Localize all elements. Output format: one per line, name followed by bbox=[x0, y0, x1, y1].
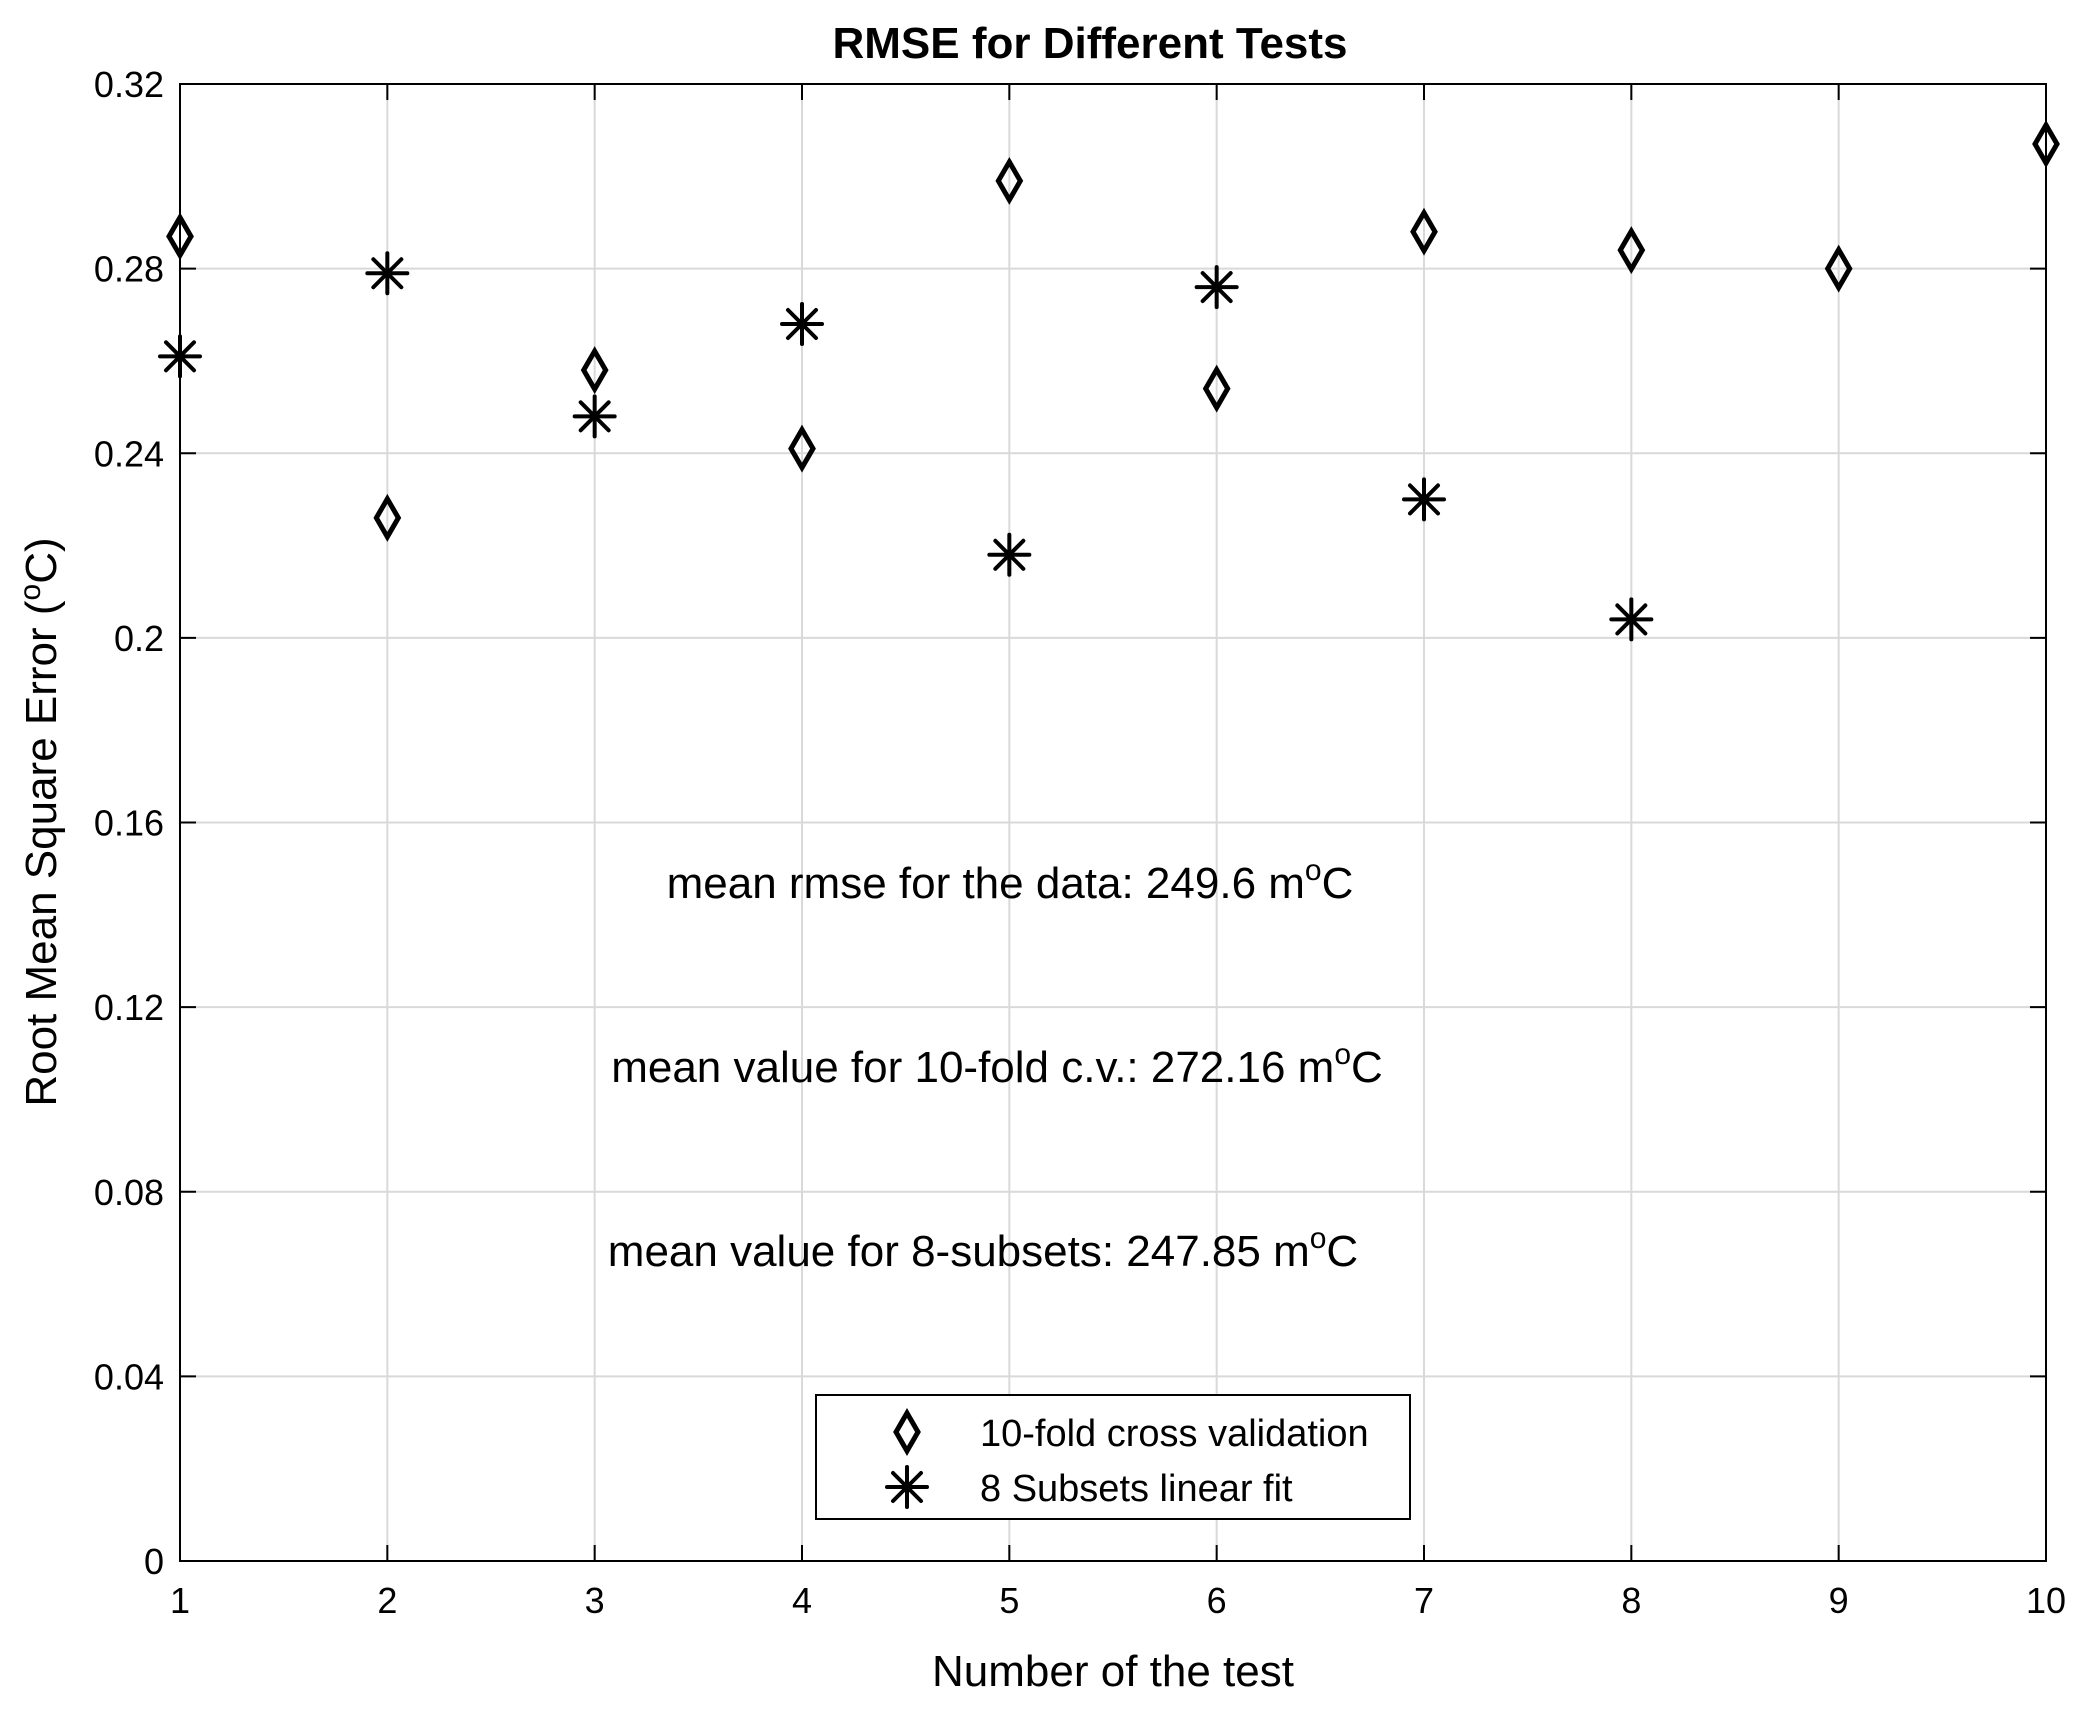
legend-marker-asterisk bbox=[885, 1465, 929, 1509]
y-tick-label: 0.28 bbox=[94, 249, 164, 290]
y-axis-label-degree: o bbox=[14, 584, 47, 601]
annotation-mean-8subsets-degree: o bbox=[1310, 1222, 1327, 1255]
x-tick-label: 7 bbox=[1414, 1580, 1434, 1621]
diamond-marker-test-3 bbox=[580, 346, 609, 395]
y-axis-label-unit: C) bbox=[17, 537, 66, 583]
x-axis-label: Number of the test bbox=[932, 1647, 1294, 1696]
x-tick-label: 10 bbox=[2026, 1580, 2066, 1621]
asterisk-marker-test-1 bbox=[158, 334, 202, 379]
y-tick-label: 0.04 bbox=[94, 1356, 164, 1397]
annotation-mean-rmse: mean rmse for the data: 249.6 moC bbox=[667, 854, 1354, 908]
asterisk-marker-test-6 bbox=[1194, 265, 1239, 310]
legend-label-8subsets: 8 Subsets linear fit bbox=[980, 1468, 1293, 1510]
annotation-mean-rmse-text: mean rmse for the data: 249.6 m bbox=[667, 859, 1305, 908]
y-tick-label: 0.12 bbox=[94, 987, 164, 1028]
asterisk-marker-test-2 bbox=[365, 251, 410, 296]
annotation-mean-rmse-unit: C bbox=[1322, 859, 1354, 908]
y-tick-label: 0.08 bbox=[94, 1172, 164, 1213]
diamond-marker-test-4 bbox=[788, 424, 816, 473]
annotation-mean-rmse-degree: o bbox=[1305, 854, 1322, 887]
diamond-marker-test-10 bbox=[2032, 120, 2060, 168]
y-tick-labels: 0 0.04 0.08 0.12 0.16 0.2 0.24 0.28 0.32 bbox=[94, 64, 164, 1582]
y-tick-label: 0.16 bbox=[94, 803, 164, 844]
diamond-marker-test-6 bbox=[1202, 364, 1231, 413]
x-tick-label: 3 bbox=[585, 1580, 605, 1621]
annotation-mean-10fold: mean value for 10-fold c.v.: 272.16 moC bbox=[611, 1038, 1383, 1092]
axis-ticks bbox=[179, 83, 2047, 1562]
legend: 10-fold cross validation 8 Subsets linea… bbox=[815, 1394, 1411, 1520]
annotation-mean-10fold-text: mean value for 10-fold c.v.: 272.16 m bbox=[611, 1043, 1334, 1092]
annotation-mean-8subsets-unit: C bbox=[1326, 1227, 1358, 1276]
x-tick-label: 8 bbox=[1621, 1580, 1641, 1621]
diamond-marker-test-2 bbox=[373, 493, 402, 542]
annotation-mean-8subsets: mean value for 8-subsets: 247.85 moC bbox=[608, 1222, 1358, 1276]
asterisk-marker-test-4 bbox=[780, 302, 824, 347]
legend-marker-diamond bbox=[893, 1408, 921, 1456]
legend-diamond-icon bbox=[893, 1408, 921, 1456]
diamond-marker-test-9 bbox=[1824, 244, 1853, 293]
grid bbox=[180, 84, 2046, 1561]
annotation-mean-10fold-unit: C bbox=[1351, 1043, 1383, 1092]
y-axis-label: Root Mean Square Error (oC) bbox=[14, 537, 66, 1106]
x-tick-label: 5 bbox=[999, 1580, 1019, 1621]
y-axis-label-main: Root Mean Square Error ( bbox=[17, 600, 66, 1107]
y-tick-label: 0.32 bbox=[94, 64, 164, 105]
annotation-mean-10fold-degree: o bbox=[1334, 1038, 1351, 1071]
x-tick-label: 1 bbox=[170, 1580, 190, 1621]
y-tick-label: 0.2 bbox=[114, 618, 164, 659]
y-tick-label: 0.24 bbox=[94, 433, 164, 474]
x-tick-label: 9 bbox=[1829, 1580, 1849, 1621]
diamond-marker-test-8 bbox=[1617, 226, 1646, 275]
diamond-marker-test-1 bbox=[166, 212, 194, 261]
y-tick-label: 0 bbox=[144, 1541, 164, 1582]
x-tick-label: 4 bbox=[792, 1580, 812, 1621]
asterisk-marker-test-5 bbox=[987, 532, 1032, 577]
asterisk-marker-test-8 bbox=[1609, 597, 1654, 642]
legend-box bbox=[815, 1394, 1411, 1520]
diamond-marker-test-7 bbox=[1410, 207, 1438, 256]
x-tick-label: 6 bbox=[1207, 1580, 1227, 1621]
data-markers bbox=[158, 120, 2060, 642]
asterisk-marker-test-3 bbox=[572, 394, 617, 439]
x-tick-label: 2 bbox=[377, 1580, 397, 1621]
chart-title: RMSE for Different Tests bbox=[832, 19, 1347, 68]
x-tick-labels: 1 2 3 4 5 6 7 8 9 10 bbox=[170, 1580, 2066, 1621]
legend-label-10fold: 10-fold cross validation bbox=[980, 1413, 1369, 1455]
annotation-mean-8subsets-text: mean value for 8-subsets: 247.85 m bbox=[608, 1227, 1310, 1276]
diamond-marker-test-5 bbox=[995, 156, 1024, 205]
annotations: mean rmse for the data: 249.6 moC mean v… bbox=[608, 854, 1383, 1276]
plot-area: 1 2 3 4 5 6 7 8 9 10 0 0.04 0.08 0.12 0.16 0.2 0.24 0.28… bbox=[94, 64, 2066, 1621]
asterisk-marker-test-7 bbox=[1402, 477, 1446, 522]
legend-asterisk-icon bbox=[885, 1465, 929, 1509]
